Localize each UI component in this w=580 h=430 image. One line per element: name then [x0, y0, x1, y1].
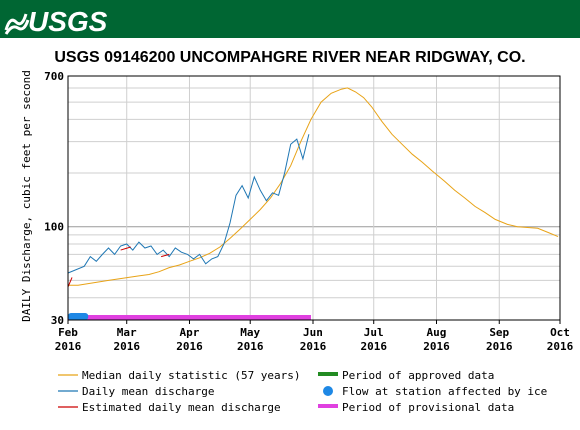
- plot-frame: [67, 75, 561, 321]
- x-tick-label-year: 2016: [547, 340, 574, 353]
- legend-label: Median daily statistic (57 years): [82, 369, 301, 382]
- period-bars: [68, 313, 311, 320]
- y-tick-label: 100: [44, 221, 64, 234]
- series-lines: [67, 87, 559, 288]
- series-median-line: [68, 87, 559, 286]
- y-tick-labels: 30 100 700: [44, 70, 64, 327]
- legend-swatch-bar: [318, 372, 338, 376]
- legend-item: Daily mean discharge: [58, 385, 214, 398]
- x-tick-label-month: May: [240, 326, 260, 339]
- legend-item: Flow at station affected by ice: [323, 385, 547, 398]
- legend: Median daily statistic (57 years) Period …: [58, 369, 547, 414]
- legend-item: Period of approved data: [318, 369, 494, 382]
- provisional-period-bar: [68, 315, 311, 320]
- usgs-logo-wave-icon: [4, 13, 30, 35]
- legend-item: Period of provisional data: [318, 401, 514, 414]
- legend-item: Estimated daily mean discharge: [58, 401, 281, 414]
- y-axis-label: DAILY Discharge, cubic feet per second: [20, 70, 33, 322]
- usgs-logo-text: USGS: [28, 6, 108, 37]
- header-band: [0, 0, 580, 38]
- legend-item: Median daily statistic (57 years): [58, 369, 301, 382]
- legend-label: Daily mean discharge: [82, 385, 214, 398]
- usgs-header: USGS: [0, 0, 580, 38]
- x-tick-label-year: 2016: [176, 340, 203, 353]
- x-tick-label-month: Sep: [489, 326, 509, 339]
- legend-label: Period of approved data: [342, 369, 494, 382]
- x-tick-label-year: 2016: [360, 340, 387, 353]
- legend-label: Estimated daily mean discharge: [82, 401, 281, 414]
- x-tick-label-year: 2016: [237, 340, 264, 353]
- x-tick-label-month: Oct: [550, 326, 570, 339]
- series-estimated-segment: [161, 253, 170, 258]
- x-tick-label-year: 2016: [113, 340, 140, 353]
- y-tick-label: 700: [44, 70, 64, 83]
- legend-label: Period of provisional data: [342, 401, 514, 414]
- series-estimated-segment: [120, 246, 131, 251]
- y-tick-label: 30: [51, 314, 64, 327]
- x-tick-label-year: 2016: [55, 340, 82, 353]
- legend-swatch-bar: [318, 404, 338, 408]
- ice-affected-marker: [68, 313, 89, 320]
- x-tick-label-month: Aug: [427, 326, 447, 339]
- chart-title: USGS 09146200 UNCOMPAHGRE RIVER NEAR RID…: [54, 49, 525, 66]
- series-estimated-segment: [67, 277, 73, 288]
- x-tick-label-month: Jul: [364, 326, 384, 339]
- x-tick-label-month: Mar: [117, 326, 137, 339]
- x-tick-label-year: 2016: [486, 340, 513, 353]
- x-tick-labels: Feb2016Mar2016Apr2016May2016Jun2016Jul20…: [55, 320, 574, 353]
- legend-label: Flow at station affected by ice: [342, 385, 547, 398]
- x-tick-label-month: Jun: [303, 326, 323, 339]
- legend-swatch-dot: [323, 386, 333, 396]
- x-tick-label-month: Apr: [180, 326, 200, 339]
- x-tick-label-month: Feb: [58, 326, 78, 339]
- x-tick-label-year: 2016: [423, 340, 450, 353]
- x-tick-label-year: 2016: [300, 340, 327, 353]
- series-daily-mean-line: [67, 134, 310, 274]
